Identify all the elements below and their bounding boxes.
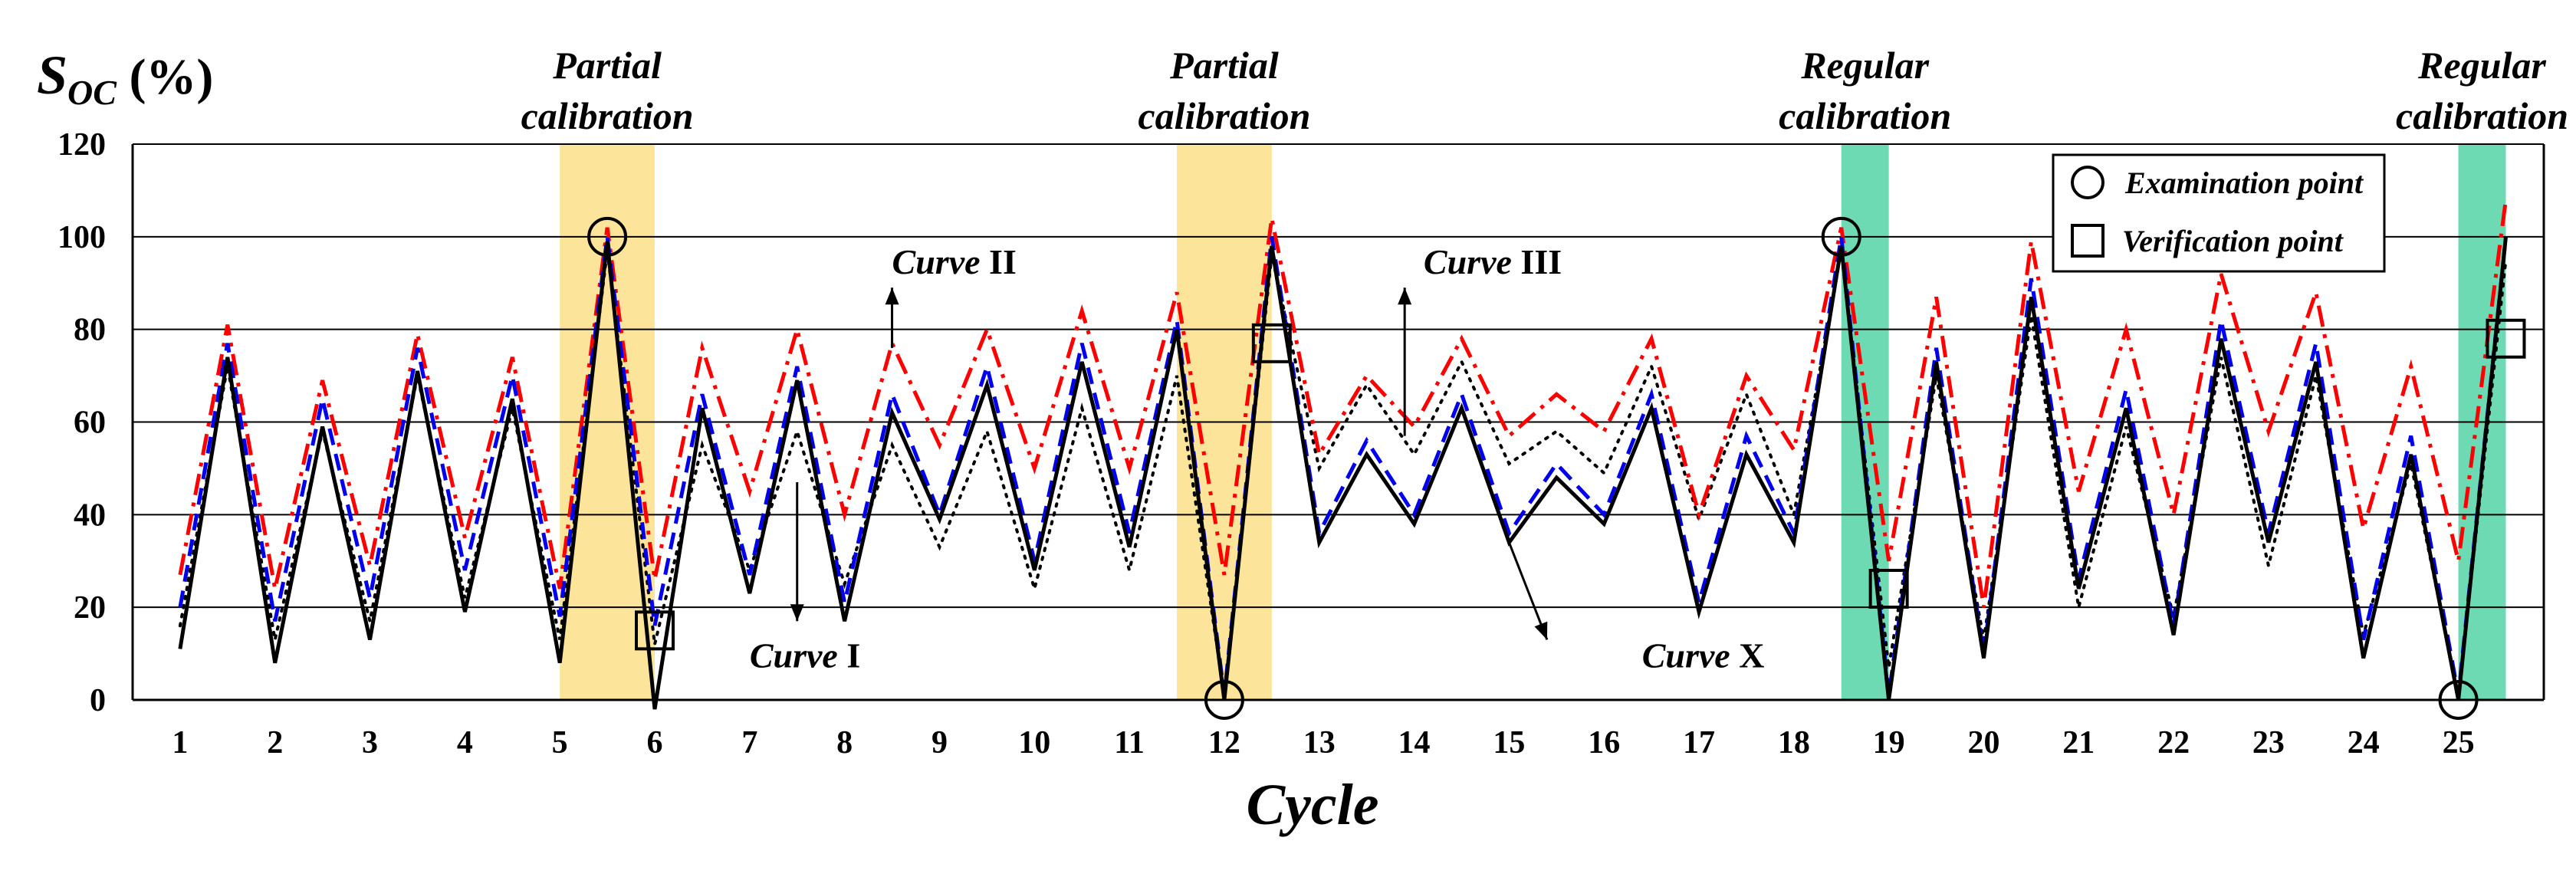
- verification-point-4: [2486, 318, 2526, 359]
- band-label-2-line2: calibration: [1138, 94, 1310, 137]
- curve-label-4: Curve X: [1642, 636, 1765, 675]
- x-tick-label-11: 11: [1114, 725, 1145, 760]
- curve-annotations: Curve I Curve II Curve III Curve X: [750, 242, 1765, 675]
- x-tick-label-20: 20: [1967, 725, 1999, 760]
- band-label-3-line2: calibration: [1779, 94, 1951, 137]
- y-tick-label-60: 60: [74, 406, 106, 441]
- verification-point-2: [1251, 323, 1292, 363]
- series-curve-iii: [178, 236, 2508, 696]
- curve-label-1: Curve I: [750, 636, 860, 675]
- annotation-arrowhead-4: [1534, 621, 1548, 640]
- x-tick-label-24: 24: [2348, 725, 2380, 760]
- band-label-1-line1: Partial: [552, 44, 662, 87]
- annotation-arrowhead-2: [885, 287, 899, 305]
- x-tick-label-7: 7: [741, 725, 757, 760]
- y-axis-label: SOC (%): [37, 44, 213, 112]
- y-tick-label-40: 40: [74, 498, 106, 533]
- series-lines: [178, 199, 2508, 710]
- x-tick-label-16: 16: [1588, 725, 1620, 760]
- x-tick-label-15: 15: [1493, 725, 1525, 760]
- x-tick-label-19: 19: [1873, 725, 1905, 760]
- curve-label-3: Curve III: [1424, 242, 1562, 281]
- annotation-arrow-4: [1507, 542, 1549, 641]
- x-tick-label-4: 4: [457, 725, 473, 760]
- y-tick-label-0: 0: [90, 683, 106, 718]
- x-tick-label-12: 12: [1208, 725, 1240, 760]
- x-tick-label-1: 1: [172, 725, 188, 760]
- y-tick-label-120: 120: [58, 127, 106, 163]
- x-tick-label-25: 25: [2443, 725, 2475, 760]
- x-tick-label-14: 14: [1398, 725, 1431, 760]
- band-label-4-line1: Regular: [2417, 44, 2546, 87]
- band-label-2-line1: Partial: [1169, 44, 1279, 87]
- x-tick-label-22: 22: [2157, 725, 2190, 760]
- x-tick-label-9: 9: [932, 725, 948, 760]
- x-tick-label-8: 8: [836, 725, 853, 760]
- series-curve-x: [178, 236, 2508, 710]
- x-tick-label-5: 5: [552, 725, 568, 760]
- curve-label-2: Curve II: [892, 242, 1017, 281]
- x-tick-label-13: 13: [1303, 725, 1336, 760]
- series-curve-i: [178, 250, 2508, 696]
- legend: Examination point Verification point: [2052, 153, 2386, 273]
- y-tick-label-80: 80: [74, 313, 106, 348]
- x-tick-label-3: 3: [362, 725, 378, 760]
- verification-point-1: [635, 610, 675, 651]
- legend-label-examination: Examination point: [2124, 166, 2364, 200]
- annotation-arrowhead-1: [790, 604, 804, 622]
- x-axis-label: Cycle: [1246, 773, 1378, 837]
- x-tick-label-23: 23: [2252, 725, 2285, 760]
- band-label-3-line1: Regular: [1800, 44, 1929, 87]
- y-tick-label-20: 20: [74, 590, 106, 626]
- x-tick-label-6: 6: [647, 725, 663, 760]
- band-label-1-line2: calibration: [521, 94, 694, 137]
- verification-point-3: [1868, 569, 1909, 609]
- legend-square-icon: [2071, 224, 2104, 258]
- legend-label-verification: Verification point: [2122, 224, 2344, 258]
- x-tick-label-2: 2: [267, 725, 283, 760]
- x-tick-label-18: 18: [1778, 725, 1810, 760]
- calibration-bands: Partial calibration Partial calibration Regu…: [521, 44, 2568, 700]
- x-tick-label-21: 21: [2062, 725, 2095, 760]
- examination-point-3: [1821, 216, 1861, 257]
- x-tick-label-10: 10: [1018, 725, 1050, 760]
- band-label-4-line2: calibration: [2396, 94, 2568, 137]
- legend-circle-icon: [2071, 166, 2104, 199]
- annotation-arrowhead-3: [1398, 287, 1412, 305]
- y-tick-label-100: 100: [58, 220, 106, 255]
- examination-point-1: [587, 216, 628, 257]
- x-tick-label-17: 17: [1683, 725, 1715, 760]
